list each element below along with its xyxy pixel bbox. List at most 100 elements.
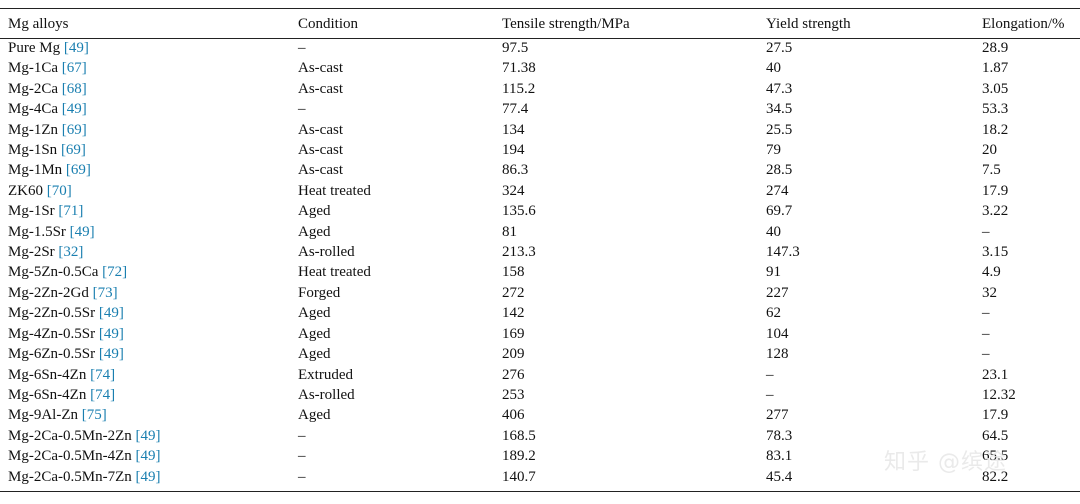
cell-elongation: 23.1 — [982, 366, 1009, 383]
cell-elongation: – — [982, 305, 990, 322]
cell-tensile-strength: 169 — [502, 325, 525, 342]
cell-elongation: 65.5 — [982, 448, 1009, 465]
table-row: Mg-6Zn-0.5Sr [49] Aged 209 128– — [0, 344, 1080, 364]
cell-alloy: Mg-4Ca [49] — [0, 99, 298, 119]
cell-elongation: 3.22 — [982, 203, 1009, 220]
cell-yield-strength: – — [766, 386, 774, 403]
cell-tensile-strength: 77.4 — [502, 101, 529, 118]
cell-elongation: 32 — [982, 284, 997, 301]
cell-tensile-strength: 276 — [502, 366, 525, 383]
alloy-name: Mg-1Sr — [8, 203, 55, 220]
alloy-name: Mg-1.5Sr — [8, 223, 66, 240]
cell-yield-strength: 34.5 — [766, 101, 793, 118]
cell-alloy: Mg-2Ca-0.5Mn-2Zn [49] — [0, 426, 298, 446]
cell-tensile-strength: 168.5 — [502, 427, 536, 444]
alloy-name: Mg-2Sr — [8, 244, 55, 261]
citation-link[interactable]: [49] — [61, 101, 87, 118]
cell-alloy: Mg-2Sr [32] — [0, 242, 298, 262]
alloy-name: Mg-1Mn — [8, 162, 63, 179]
citation-link[interactable]: [49] — [98, 305, 124, 322]
citation-link[interactable]: [68] — [61, 80, 87, 97]
cell-alloy: Mg-6Sn-4Zn [74] — [0, 385, 298, 405]
citation-link[interactable]: [49] — [63, 40, 89, 56]
alloy-name: Mg-4Ca — [8, 101, 58, 118]
citation-link[interactable]: [70] — [46, 182, 72, 199]
citation-link[interactable]: [69] — [65, 162, 91, 179]
cell-condition: – — [298, 448, 306, 465]
cell-alloy: Mg-4Zn-0.5Sr [49] — [0, 324, 298, 344]
cell-condition: As-cast — [298, 121, 343, 138]
cell-tensile-strength: 272 — [502, 284, 525, 301]
citation-link[interactable]: [75] — [81, 407, 107, 424]
table-row: Mg-1Ca [67] As-cast 71.38 40 1.87 — [0, 58, 1080, 78]
cell-condition: Aged — [298, 325, 331, 342]
citation-link[interactable]: [49] — [135, 468, 161, 485]
table-header-rule — [0, 38, 1080, 39]
cell-condition: As-cast — [298, 162, 343, 179]
citation-link[interactable]: [32] — [58, 244, 84, 261]
table-row: Mg-1Mn [69] As-cast 86.3 28.5 7.5 — [0, 160, 1080, 180]
cell-elongation: 7.5 — [982, 162, 1001, 179]
citation-link[interactable]: [67] — [61, 60, 87, 77]
cell-elongation: 82.2 — [982, 468, 1009, 485]
cell-elongation: 4.9 — [982, 264, 1001, 281]
cell-elongation: 18.2 — [982, 121, 1009, 138]
cell-elongation: 3.05 — [982, 80, 1009, 97]
citation-link[interactable]: [74] — [90, 386, 116, 403]
cell-condition: As-cast — [298, 142, 343, 159]
cell-alloy: Mg-2Ca [68] — [0, 79, 298, 99]
cell-condition: – — [298, 427, 306, 444]
cell-tensile-strength: 140.7 — [502, 468, 536, 485]
table-row: Mg-4Ca [49] –77.4 34.5 53.3 — [0, 99, 1080, 119]
citation-link[interactable]: [49] — [98, 325, 124, 342]
cell-alloy: ZK60 [70] — [0, 181, 298, 201]
cell-tensile-strength: 135.6 — [502, 203, 536, 220]
citation-link[interactable]: [49] — [69, 223, 95, 240]
cell-yield-strength: 79 — [766, 142, 781, 159]
alloy-name: Mg-2Ca — [8, 80, 58, 97]
header-elongation: Elongation/% — [982, 16, 1065, 32]
cell-tensile-strength: 142 — [502, 305, 525, 322]
cell-elongation: 17.9 — [982, 182, 1009, 199]
cell-alloy: Mg-1Mn [69] — [0, 160, 298, 180]
cell-elongation: 28.9 — [982, 40, 1009, 56]
citation-link[interactable]: [49] — [135, 427, 161, 444]
alloy-name: Mg-1Ca — [8, 60, 58, 77]
citation-link[interactable]: [49] — [135, 448, 161, 465]
table-row: Pure Mg [49] –97.5 27.5 28.9 — [0, 38, 1080, 58]
cell-tensile-strength: 134 — [502, 121, 525, 138]
cell-alloy: Pure Mg [49] — [0, 38, 298, 58]
table-row: Mg-1Zn [69] As-cast 134 25.5 18.2 — [0, 120, 1080, 140]
cell-condition: – — [298, 101, 306, 118]
table-row: Mg-6Sn-4Zn [74] As-rolled 253–12.32 — [0, 385, 1080, 405]
cell-yield-strength: 25.5 — [766, 121, 793, 138]
cell-condition: Extruded — [298, 366, 353, 383]
alloy-name: Mg-1Sn — [8, 142, 58, 159]
cell-yield-strength: 227 — [766, 284, 789, 301]
citation-link[interactable]: [69] — [60, 142, 86, 159]
citation-link[interactable]: [73] — [92, 284, 118, 301]
alloy-name: Mg-1Zn — [8, 121, 58, 138]
cell-alloy: Mg-6Zn-0.5Sr [49] — [0, 344, 298, 364]
table-row: Mg-4Zn-0.5Sr [49] Aged 169 104– — [0, 324, 1080, 344]
cell-elongation: 64.5 — [982, 427, 1009, 444]
header-yield-strength: Yield strength — [766, 16, 851, 32]
cell-elongation: 53.3 — [982, 101, 1009, 118]
citation-link[interactable]: [69] — [61, 121, 87, 138]
alloy-name: Mg-4Zn-0.5Sr — [8, 325, 96, 342]
citation-link[interactable]: [49] — [98, 346, 124, 363]
table-row: Mg-2Ca-0.5Mn-2Zn [49] – 168.5 78.3 64.5 — [0, 426, 1080, 446]
cell-alloy: Mg-9Al-Zn [75] — [0, 405, 298, 425]
cell-yield-strength: 277 — [766, 407, 789, 424]
alloy-name: Pure Mg — [8, 40, 61, 56]
alloy-name: Mg-2Zn-0.5Sr — [8, 305, 96, 322]
cell-yield-strength: 78.3 — [766, 427, 793, 444]
citation-link[interactable]: [74] — [90, 366, 116, 383]
citation-link[interactable]: [71] — [58, 203, 84, 220]
citation-link[interactable]: [72] — [102, 264, 128, 281]
cell-yield-strength: 62 — [766, 305, 781, 322]
cell-elongation: – — [982, 223, 990, 240]
table-row: Mg-2Ca [68] As-cast 115.2 47.3 3.05 — [0, 79, 1080, 99]
alloy-name: Mg-5Zn-0.5Ca — [8, 264, 99, 281]
table-top-rule — [0, 8, 1080, 9]
